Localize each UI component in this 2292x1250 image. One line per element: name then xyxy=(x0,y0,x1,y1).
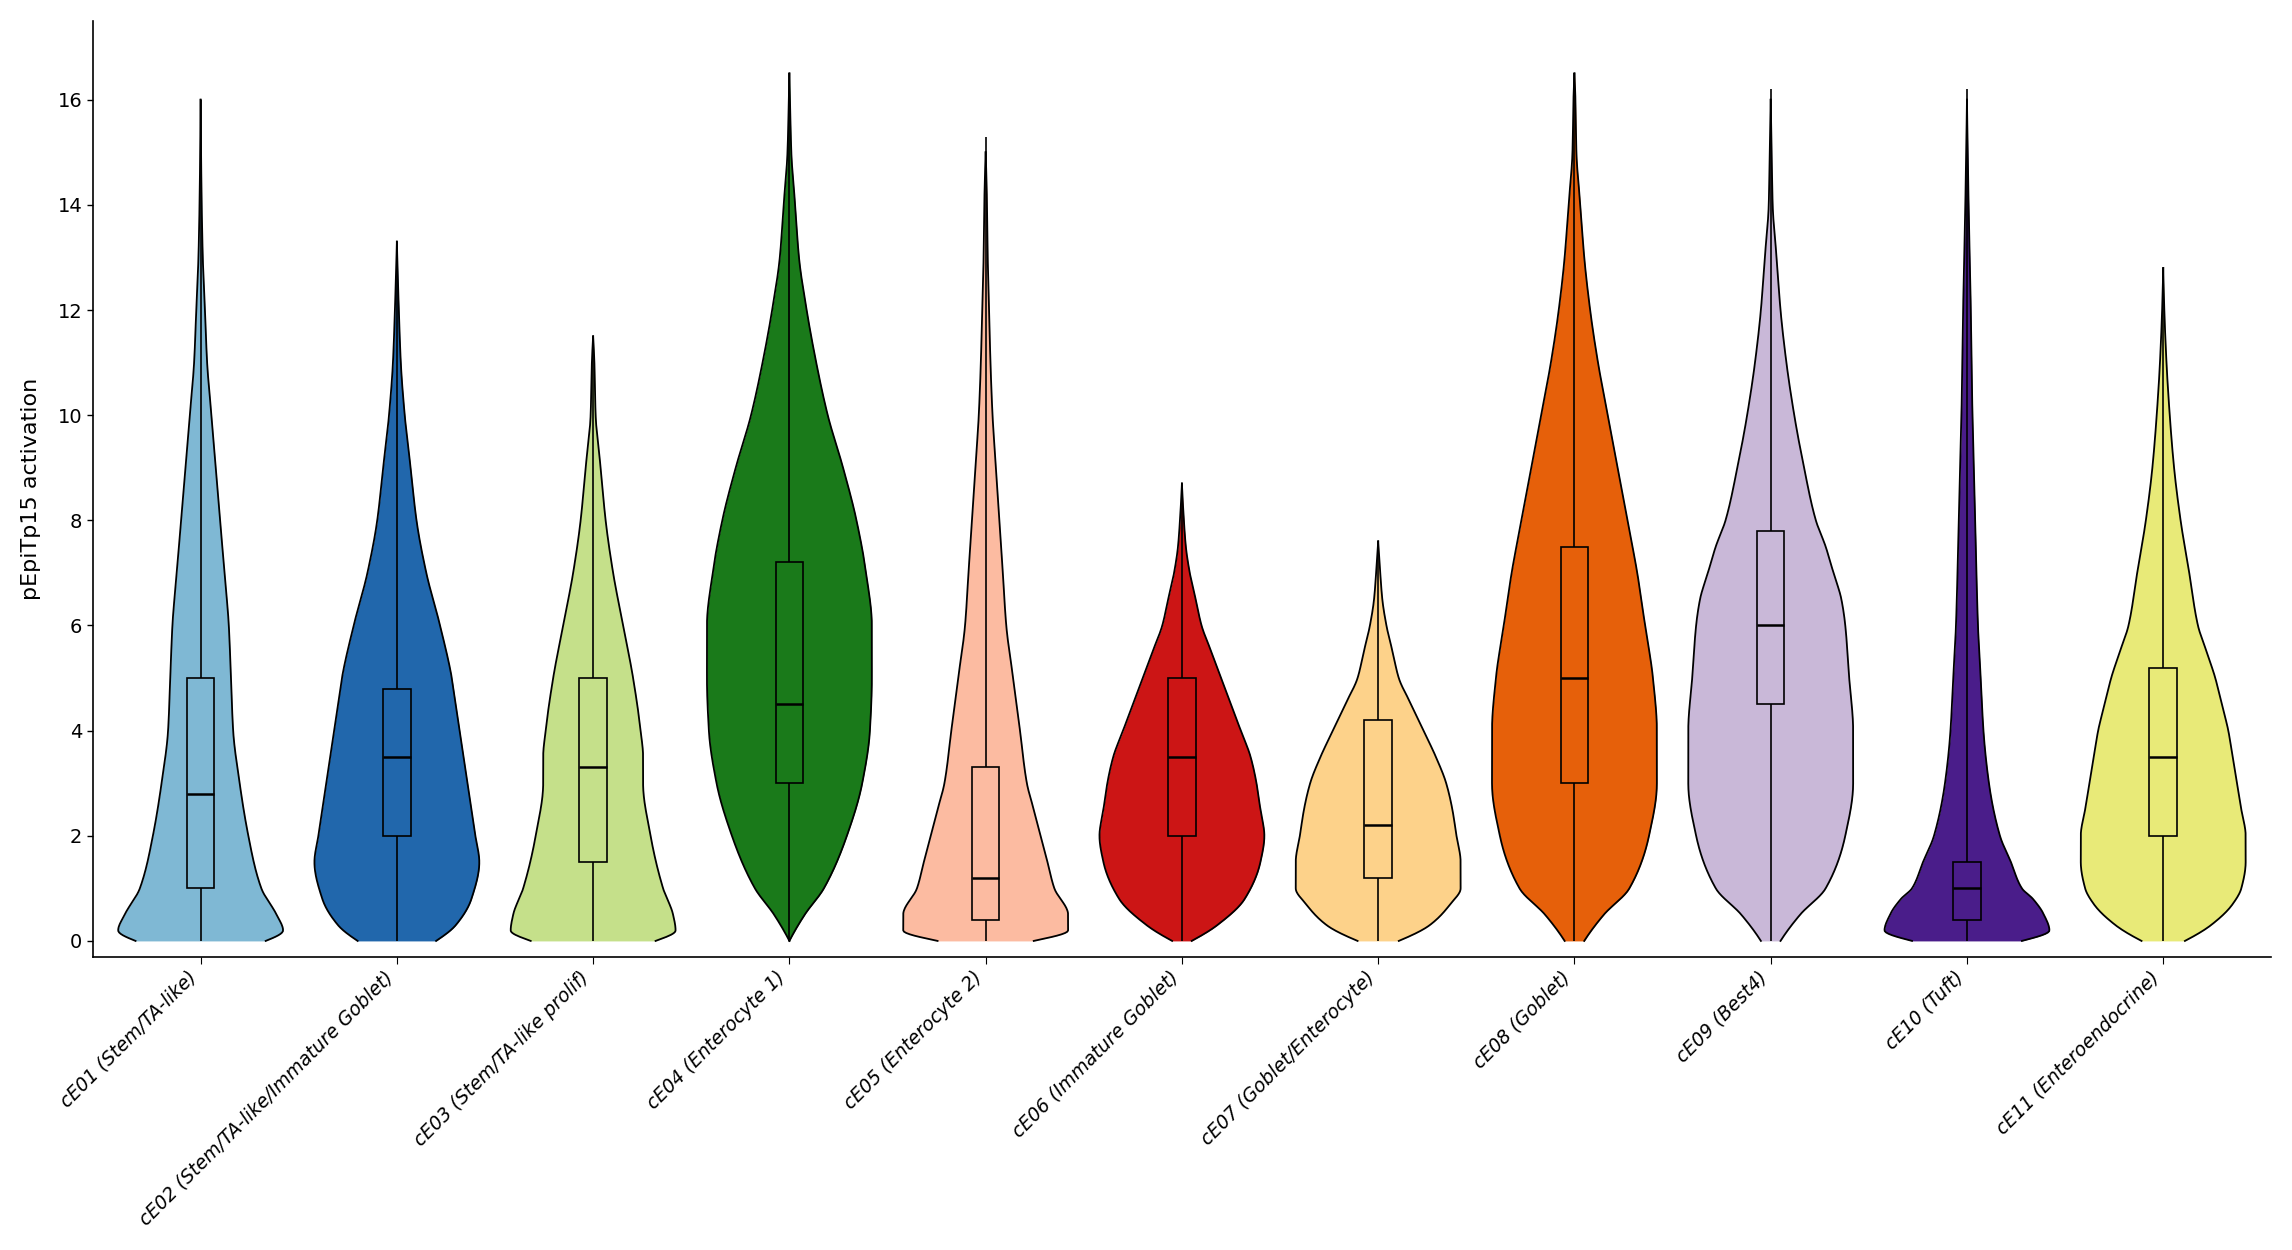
FancyBboxPatch shape xyxy=(580,678,607,862)
FancyBboxPatch shape xyxy=(1169,678,1196,836)
FancyBboxPatch shape xyxy=(1364,720,1391,878)
Y-axis label: pEpiTp15 activation: pEpiTp15 activation xyxy=(21,378,41,600)
FancyBboxPatch shape xyxy=(383,689,410,836)
FancyBboxPatch shape xyxy=(1758,531,1785,704)
FancyBboxPatch shape xyxy=(2150,668,2177,836)
FancyBboxPatch shape xyxy=(972,768,999,920)
FancyBboxPatch shape xyxy=(1953,862,1980,920)
FancyBboxPatch shape xyxy=(188,678,215,889)
FancyBboxPatch shape xyxy=(1561,546,1588,784)
FancyBboxPatch shape xyxy=(775,562,802,784)
